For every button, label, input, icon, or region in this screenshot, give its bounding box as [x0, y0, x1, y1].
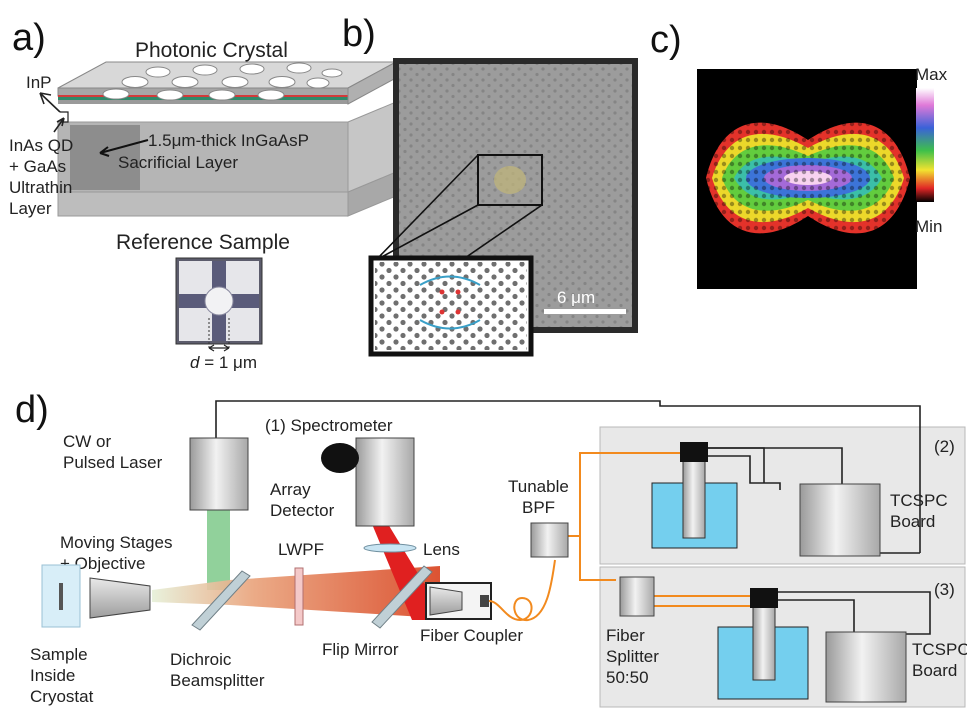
laser-label-1: CW or: [63, 432, 112, 451]
lwpf-filter: [294, 567, 304, 626]
array-detector: [321, 443, 359, 473]
d-value: = 1 μm: [199, 353, 257, 372]
lens-label: Lens: [423, 540, 460, 559]
spectrometer-label: (1) Spectrometer: [265, 416, 393, 435]
splitter-label-2: Splitter: [606, 647, 659, 666]
fiber-ferrule: [480, 595, 489, 607]
tcspc-label-3b: Board: [912, 661, 957, 680]
qd-arrow: [53, 117, 65, 133]
ssdp-cables-3: [778, 591, 931, 640]
lens: [363, 543, 417, 553]
objective: [89, 577, 151, 619]
dichroic-beamsplitter: [191, 570, 251, 631]
mode-profile-image: [697, 69, 917, 289]
ssdp-chip-3: [750, 588, 778, 608]
dichroic-label-1: Dichroic: [170, 650, 232, 669]
sacrificial-label-1: 1.5μm-thick InGaAsP: [148, 131, 309, 150]
panel-label-c: c): [650, 19, 682, 61]
reference-sample-title: Reference Sample: [116, 231, 290, 254]
optical-fibers: [488, 452, 752, 622]
sspd-probe-2: [682, 451, 706, 539]
box-3-label: (3): [934, 580, 955, 599]
array-detector-label-2: Detector: [270, 501, 335, 520]
splitter-label-3: 50:50: [606, 668, 649, 687]
stages-label-2: + Objective: [60, 554, 146, 573]
photonic-crystal-slab: [57, 61, 397, 217]
tcspc-label-2a: TCSPC: [890, 491, 948, 510]
photonic-crystal-title: Photonic Crystal: [135, 39, 288, 62]
qd-label-3: Ultrathin: [9, 178, 72, 197]
splitter-label-1: Fiber: [606, 626, 645, 645]
tcspc-label-3a: TCSPC: [912, 640, 967, 659]
sample-label-2: Inside: [30, 666, 75, 685]
panel-label-a: a): [12, 17, 46, 59]
ssdp-to-tcspc-cable-2: [708, 447, 843, 484]
panel-label-b: b): [342, 13, 376, 55]
tunable-bpf[interactable]: [530, 522, 569, 558]
scale-bar-label: 6 μm: [557, 288, 595, 307]
d-value-label: d = 1 μm: [190, 353, 257, 372]
d-symbol: d: [190, 353, 200, 372]
box-2-label: (2): [934, 437, 955, 456]
stages-label-1: Moving Stages: [60, 533, 172, 552]
laser-beam-green: [207, 510, 230, 590]
spectrometer-body[interactable]: [355, 437, 415, 527]
qd-label-2: + GaAs: [9, 157, 66, 176]
flip-mirror-label: Flip Mirror: [322, 640, 399, 659]
sspd-chip-2: [680, 442, 708, 462]
lwpf-label: LWPF: [278, 540, 324, 559]
panel-label-d: d): [15, 389, 49, 431]
fiber-splitter: [619, 576, 655, 617]
array-detector-label-1: Array: [270, 480, 311, 499]
scale-min-label: Min: [915, 217, 942, 236]
sample-label-1: Sample: [30, 645, 88, 664]
laser-body[interactable]: [189, 437, 249, 511]
reference-sample-image: [175, 257, 263, 352]
flip-mirror[interactable]: [371, 565, 433, 629]
tunable-bpf-label-2: BPF: [522, 498, 555, 517]
ssdp-probe-3: [752, 597, 776, 681]
tunable-bpf-label-1: Tunable: [508, 477, 569, 496]
sync-cable: [215, 400, 921, 554]
inp-arrow: [39, 92, 61, 113]
sample: [59, 583, 63, 610]
tcspc-label-2b: Board: [890, 512, 935, 531]
sem-image: [368, 58, 638, 357]
qd-label-4: Layer: [9, 199, 52, 218]
tcspc-board-2[interactable]: [799, 483, 881, 557]
fiber-coupler-label: Fiber Coupler: [420, 626, 523, 645]
coupler-lens-icon: [429, 586, 463, 616]
laser-label-2: Pulsed Laser: [63, 453, 163, 472]
qd-label-1: InAs QD: [9, 136, 73, 155]
scale-max-label: Max: [915, 65, 948, 84]
color-scale-bar: [916, 88, 934, 202]
inp-label: InP: [26, 73, 52, 92]
sacrificial-label-2: Sacrificial Layer: [118, 153, 238, 172]
layer-bracket: [60, 111, 69, 123]
sample-label-3: Cryostat: [30, 687, 94, 706]
tcspc-board-3[interactable]: [825, 631, 907, 703]
dichroic-label-2: Beamsplitter: [170, 671, 265, 690]
sacrificial-arrow: [99, 139, 149, 157]
